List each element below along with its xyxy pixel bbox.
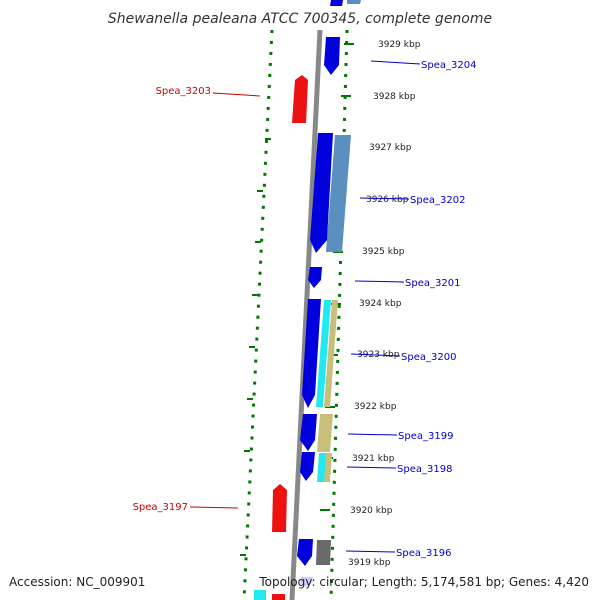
tick-label: 3924 kbp — [359, 299, 402, 309]
gene-label-spea-3202[interactable]: Spea_3202 — [410, 195, 465, 206]
tick-label: 3928 kbp — [373, 92, 416, 102]
cog-bar — [347, 0, 361, 4]
gene-label-spea-3198[interactable]: Spea_3198 — [397, 464, 452, 475]
tick-label: 3919 kbp — [348, 558, 391, 568]
cog-bar — [326, 135, 351, 252]
cog-bar — [317, 453, 326, 482]
gene-arrow[interactable] — [272, 594, 285, 600]
outer-dotted-ring-left — [242, 29, 274, 600]
gene-arrow[interactable] — [308, 267, 322, 288]
tick-label: 3925 kbp — [362, 247, 405, 257]
gene-arrow[interactable] — [272, 484, 287, 532]
tick-label: 3927 kbp — [369, 143, 412, 153]
gene-arrow[interactable] — [324, 37, 340, 75]
cog-bar — [324, 300, 338, 407]
gene-label-spea-3200[interactable]: Spea_3200 — [401, 352, 456, 363]
cog-track — [254, 0, 361, 600]
gene-arrow[interactable] — [330, 0, 343, 6]
gene-label-spea-3197[interactable]: Spea_3197 — [133, 502, 188, 513]
tick-label: 3922 kbp — [354, 402, 397, 412]
cog-bar — [317, 414, 333, 452]
genome-backbone — [289, 29, 323, 600]
label-leaders — [189, 60, 421, 553]
gene-arrow[interactable] — [292, 75, 308, 123]
gene-label-spea-3196[interactable]: Spea_3196 — [396, 548, 451, 559]
outer-dotted-ring-right — [329, 29, 349, 600]
gene-arrow[interactable] — [297, 539, 313, 566]
cog-bar — [324, 453, 332, 482]
genome-stats-label: Topology: circular; Length: 5,174,581 bp… — [258, 575, 589, 589]
gene-label-spea-3199[interactable]: Spea_3199 — [398, 431, 453, 442]
gene-label-spea-3201[interactable]: Spea_3201 — [405, 278, 460, 289]
gene-arrow[interactable] — [300, 414, 317, 451]
gene-label-spea-3204[interactable]: Spea_3204 — [421, 60, 476, 71]
tick-label: 3920 kbp — [350, 506, 393, 516]
tick-label: 3921 kbp — [352, 454, 395, 464]
gene-label-spea-3203[interactable]: Spea_3203 — [156, 86, 211, 97]
reverse-strand-genes — [272, 75, 308, 600]
gene-arrow[interactable] — [310, 133, 333, 253]
forward-strand-genes — [297, 0, 343, 587]
tick-label: 3926 kbp — [366, 195, 409, 205]
tick-label: 3929 kbp — [378, 40, 421, 50]
map-title: Shewanella pealeana ATCC 700345, complet… — [108, 11, 492, 27]
cog-bar — [254, 590, 266, 600]
gene-arrow[interactable] — [300, 577, 313, 587]
cog-bar — [316, 300, 331, 407]
gene-arrow[interactable] — [300, 452, 315, 481]
cog-bar — [316, 540, 331, 565]
inner-scale-ticks — [240, 138, 271, 556]
accession-label: Accession: NC_009901 — [9, 575, 145, 589]
gene-arrow[interactable] — [302, 299, 321, 408]
